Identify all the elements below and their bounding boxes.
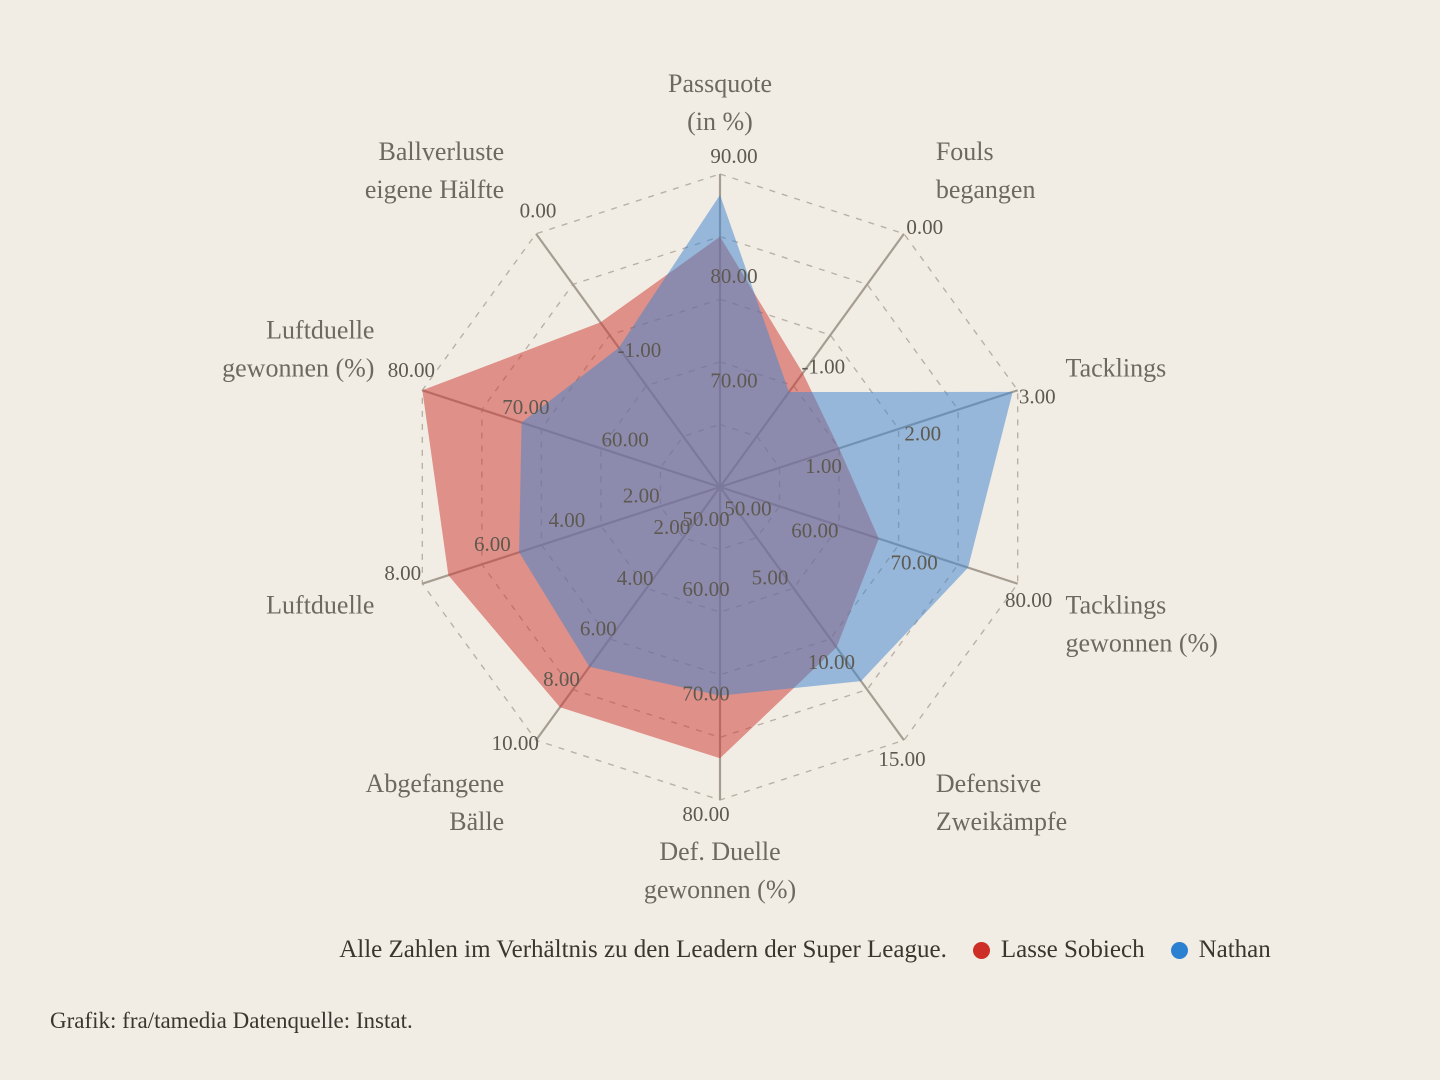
axis-tick-label: 6.00	[474, 532, 511, 556]
axis-tick-label: 80.00	[388, 358, 435, 382]
legend-label-lasse-sobiech: Lasse Sobiech	[1000, 936, 1145, 963]
legend-item-lasse-sobiech: Lasse Sobiech	[972, 936, 1145, 964]
legend-row: Alle Zahlen im Verhältnis zu den Leadern…	[0, 936, 1440, 964]
axis-label: Tacklings	[1066, 354, 1167, 383]
credit-line: Grafik: fra/tamedia Datenquelle: Instat.	[50, 1008, 413, 1033]
axis-tick-label: 4.00	[617, 566, 654, 590]
axis-tick-label: 70.00	[710, 368, 757, 392]
axis-label: Bälle	[449, 807, 504, 836]
axis-tick-label: 15.00	[878, 747, 925, 771]
axis-tick-label: 70.00	[502, 395, 549, 419]
axis-tick-label: 0.00	[520, 198, 557, 222]
axis-tick-label: 10.00	[808, 650, 855, 674]
axis-label: Luftduelle	[266, 316, 374, 345]
axis-tick-label: 2.00	[904, 422, 941, 446]
axis-tick-label: -1.00	[801, 354, 845, 378]
axis-tick-label: 5.00	[752, 565, 789, 589]
axis-label: Defensive	[936, 769, 1041, 798]
legend-dot-blue-icon	[1170, 941, 1188, 959]
axis-label: Zweikämpfe	[936, 807, 1067, 836]
axis-tick-label: -1.00	[617, 338, 661, 362]
axis-tick-label: 80.00	[682, 802, 729, 826]
axis-label: (in %)	[687, 107, 753, 136]
legend-item-nathan: Nathan	[1170, 936, 1271, 964]
axis-tick-label: 8.00	[543, 667, 580, 691]
axis-label: gewonnen (%)	[644, 875, 796, 904]
axis-tick-label: 80.00	[1005, 588, 1052, 612]
axis-label: Abgefangene	[366, 769, 505, 798]
axis-tick-label: 50.00	[682, 507, 729, 531]
axis-label: Fouls	[936, 137, 994, 166]
axis-tick-label: 2.00	[623, 484, 660, 508]
chart-caption: Alle Zahlen im Verhältnis zu den Leadern…	[339, 936, 947, 963]
axis-label: Passquote	[668, 69, 772, 98]
axis-tick-label: 0.00	[906, 215, 943, 239]
axis-tick-label: 70.00	[682, 681, 729, 705]
axis-tick-label: 60.00	[682, 577, 729, 601]
axis-tick-label: 80.00	[710, 264, 757, 288]
axis-tick-label: 2.00	[654, 515, 691, 539]
axis-label: gewonnen (%)	[1066, 628, 1218, 657]
axis-label: begangen	[936, 175, 1036, 204]
axis-tick-label: 70.00	[891, 551, 938, 575]
axis-label: gewonnen (%)	[222, 354, 374, 383]
axis-tick-label: 4.00	[548, 508, 585, 532]
axis-label: Tacklings	[1066, 590, 1167, 619]
axis-tick-label: 3.00	[1019, 384, 1056, 408]
series-polygon	[519, 194, 1013, 696]
axis-tick-label: 1.00	[805, 454, 842, 478]
axis-label: Luftduelle	[266, 590, 374, 619]
axis-tick-label: 6.00	[580, 617, 617, 641]
axis-tick-label: 50.00	[724, 497, 771, 521]
axis-tick-label: 8.00	[384, 561, 421, 585]
axis-tick-label: 60.00	[601, 427, 648, 451]
axis-tick-label: 60.00	[791, 518, 838, 542]
legend-dot-red-icon	[972, 941, 990, 959]
axis-label: eigene Hälfte	[365, 175, 504, 204]
legend-label-nathan: Nathan	[1198, 936, 1271, 963]
axis-tick-label: 10.00	[492, 731, 539, 755]
axis-tick-label: 90.00	[710, 144, 757, 168]
axis-label: Def. Duelle	[659, 837, 780, 866]
axis-label: Ballverluste	[379, 137, 505, 166]
